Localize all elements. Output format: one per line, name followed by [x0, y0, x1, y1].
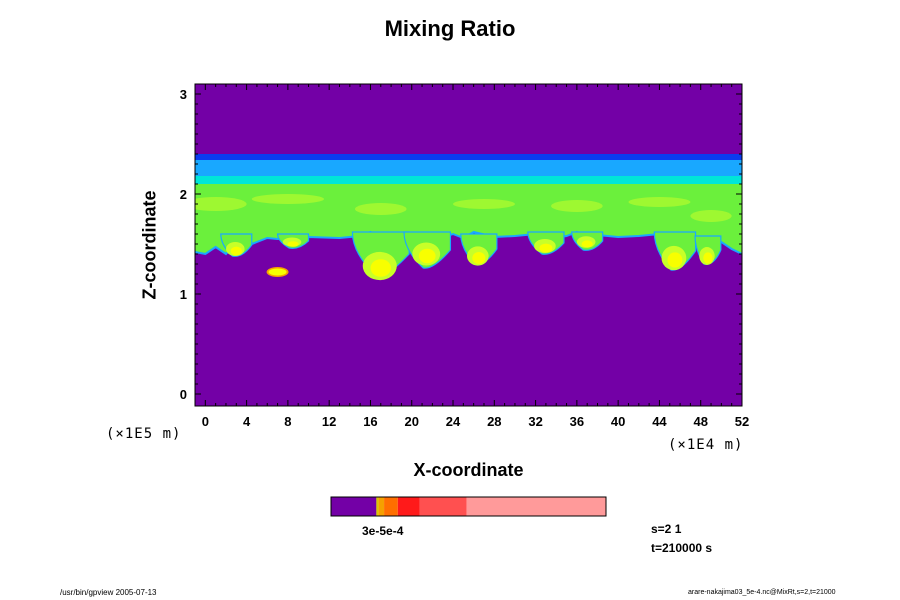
- x-tick-label: 12: [322, 414, 336, 429]
- colorbar-segment: [331, 497, 377, 516]
- colorbar-segment: [376, 497, 379, 516]
- y-tick-label: 2: [180, 187, 187, 202]
- mixing-patch: [551, 200, 603, 212]
- colorbar-segment: [466, 497, 606, 516]
- plume-core-yellow: [581, 240, 593, 248]
- mixing-patch: [195, 197, 247, 211]
- x-tick-label: 20: [405, 414, 419, 429]
- t-label: t=210000 s: [651, 541, 713, 555]
- plume-core-yellow: [472, 252, 486, 264]
- x-tick-label: 16: [363, 414, 377, 429]
- x-tick-label: 0: [202, 414, 209, 429]
- x-tick-label: 24: [446, 414, 461, 429]
- colorbar-segment: [384, 497, 398, 516]
- y-tick-label: 0: [180, 387, 187, 402]
- colorbar-label: 3e-5e-4: [362, 524, 404, 538]
- axis-ticks: [194, 84, 743, 406]
- x-tick-label: 32: [528, 414, 542, 429]
- dark-blue-band: [195, 154, 742, 160]
- green-layer: [195, 184, 742, 254]
- layer-edge: [195, 230, 742, 256]
- mixing-patch: [354, 203, 407, 215]
- plume-core-yellow: [230, 246, 242, 256]
- s-label: s=2 1: [651, 522, 682, 536]
- x-axis-unit: (×1E4 m): [668, 437, 744, 453]
- x-tick-label: 4: [243, 414, 251, 429]
- x-tick-label: 48: [693, 414, 707, 429]
- footer-left: /usr/bin/gpview 2005-07-13: [60, 588, 157, 597]
- colorbar-segment: [378, 497, 385, 516]
- chart-title: Mixing Ratio: [384, 16, 516, 41]
- plume-edge: [571, 231, 604, 251]
- plume-core-yellow: [539, 243, 553, 253]
- plume-edge: [220, 233, 253, 257]
- plume-core-yellow: [703, 252, 713, 264]
- mixing-patch: [628, 197, 691, 207]
- plot-frame: [194, 83, 743, 407]
- y-axis-label: Z-coordinate: [139, 190, 160, 300]
- plume-core-yellow: [370, 259, 391, 277]
- plume-core-yellow: [287, 241, 299, 247]
- plume-edge: [653, 231, 697, 271]
- x-tick-label: 40: [611, 414, 625, 429]
- plume-core-yellow: [667, 252, 683, 268]
- light-blue-band: [195, 160, 742, 176]
- x-tick-label: 36: [570, 414, 584, 429]
- y-tick-label: 1: [180, 287, 187, 302]
- colorbar-segment: [419, 497, 467, 516]
- heatmap-field: [195, 84, 742, 406]
- footer-right: arare-nakajima03_5e-4.nc@MixRt,s=2,t=210…: [688, 589, 836, 596]
- detached-cell-core: [268, 268, 287, 276]
- mixing-patch: [453, 199, 515, 209]
- colorbar-frame: [330, 496, 607, 517]
- mixing-patch: [690, 210, 732, 222]
- plume-edge: [276, 233, 310, 249]
- cyan-band: [195, 176, 742, 184]
- x-tick-label: 44: [652, 414, 667, 429]
- x-tick-label: 8: [284, 414, 291, 429]
- colorbar-segment: [397, 497, 420, 516]
- plume-edge: [403, 231, 452, 269]
- x-tick-label: 28: [487, 414, 501, 429]
- plume-edge: [527, 231, 565, 255]
- x-axis-label: X-coordinate: [413, 460, 524, 480]
- y-axis-unit: (×1E5 m): [106, 426, 182, 442]
- colorbar: [330, 496, 607, 517]
- x-tick-label: 52: [735, 414, 749, 429]
- y-tick-label: 3: [180, 87, 187, 102]
- plume-core-yellow: [418, 248, 436, 264]
- mixing-patch: [251, 194, 325, 204]
